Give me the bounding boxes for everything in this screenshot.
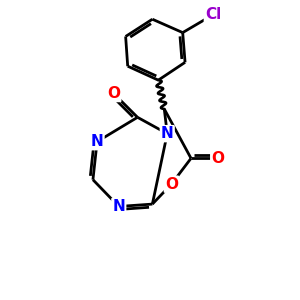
Text: O: O <box>211 151 224 166</box>
Text: O: O <box>165 177 178 192</box>
Text: N: N <box>91 134 103 149</box>
Text: N: N <box>112 199 125 214</box>
Text: N: N <box>161 126 174 141</box>
Text: Cl: Cl <box>205 7 221 22</box>
Text: O: O <box>107 86 120 101</box>
